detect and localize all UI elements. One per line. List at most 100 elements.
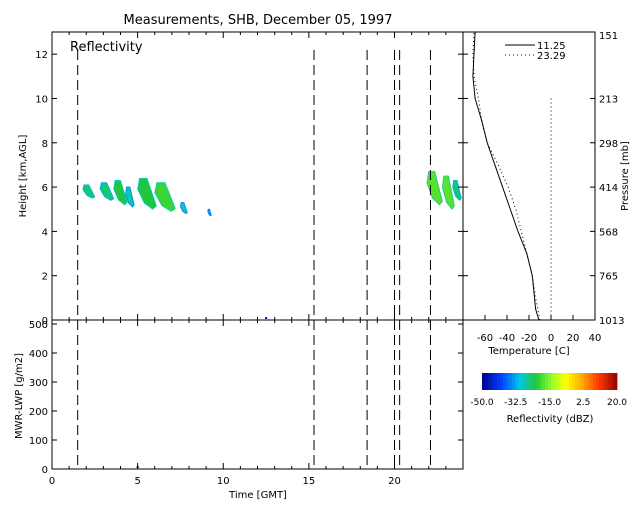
colorbar-swatch xyxy=(593,373,597,390)
colorbar-swatch xyxy=(527,373,531,390)
pressure-tick-label: 151 xyxy=(599,31,618,42)
y-tick-label: 0 xyxy=(42,465,48,476)
y-axis-label: Height [km,AGL] xyxy=(18,135,29,218)
colorbar-swatch xyxy=(581,373,585,390)
pressure-axis-label: Pressure [mb] xyxy=(620,141,631,211)
colorbar-swatch xyxy=(494,373,498,390)
lwp-point xyxy=(136,466,139,468)
y-tick-label: 2 xyxy=(42,272,48,283)
temperature-tick-label: -60 xyxy=(477,333,493,344)
x-axis-label: Time [GMT] xyxy=(228,490,287,501)
reflectivity-echo xyxy=(180,202,188,215)
colorbar-swatch xyxy=(584,373,588,390)
y-axis-label: MWR-LWP [g/m2] xyxy=(14,353,25,439)
reflectivity-echo xyxy=(113,180,128,206)
lwp-frame xyxy=(51,319,464,470)
colorbar-swatch xyxy=(533,373,537,390)
colorbar-label: Reflectivity (dBZ) xyxy=(507,414,594,425)
y-tick-label: 300 xyxy=(29,378,48,389)
colorbar-swatch xyxy=(500,373,504,390)
colorbar-swatch xyxy=(518,373,522,390)
y-tick-label: 200 xyxy=(29,407,48,418)
colorbar-swatch xyxy=(572,373,576,390)
colorbar-swatch xyxy=(524,373,528,390)
colorbar-swatch xyxy=(482,373,486,390)
pressure-tick-label: 213 xyxy=(599,94,618,105)
colorbar-swatch xyxy=(521,373,525,390)
pressure-tick-label: 568 xyxy=(599,227,618,238)
colorbar-swatch xyxy=(575,373,579,390)
colorbar-swatch xyxy=(566,373,570,390)
colorbar-tick-label: -32.5 xyxy=(504,398,527,408)
y-tick-label: 10 xyxy=(35,94,48,105)
y-tick-label: 400 xyxy=(29,349,48,360)
colorbar-swatch xyxy=(497,373,501,390)
reflectivity-echo xyxy=(137,177,157,210)
colorbar-swatch xyxy=(560,373,564,390)
temperature-profile xyxy=(472,31,540,321)
y-tick-label: 6 xyxy=(42,183,48,194)
temperature-tick-label: -20 xyxy=(521,333,537,344)
pressure-tick-label: 298 xyxy=(599,139,618,150)
x-tick-label: 10 xyxy=(217,476,230,487)
colorbar-tick-label: 2.5 xyxy=(576,398,590,408)
reflectivity-echo xyxy=(207,208,212,217)
colorbar-swatch xyxy=(614,373,618,390)
colorbar-panel: -50.0 -32.5 -15.0 2.5 20.0 Reflectivity (dBZ) xyxy=(470,373,627,425)
colorbar-swatch xyxy=(602,373,606,390)
colorbar-swatch xyxy=(587,373,591,390)
temperature-tick-label: 40 xyxy=(589,333,602,344)
reflectivity-echo xyxy=(426,171,443,206)
colorbar-swatch xyxy=(557,373,561,390)
temperature-tick-label: -40 xyxy=(499,333,515,344)
colorbar-swatch xyxy=(599,373,603,390)
reflectivity-echo xyxy=(99,182,115,201)
colorbar-swatch xyxy=(542,373,546,390)
reflectivity-panel: Reflectivity 0 2 4 6 8 10 12 Height [km,AGL] xyxy=(18,31,464,327)
pressure-tick-label: 765 xyxy=(599,272,618,283)
pressure-tick-label: 1013 xyxy=(599,316,624,327)
chart-title: Measurements, SHB, December 05, 1997 xyxy=(124,13,393,28)
y-tick-label: 100 xyxy=(29,436,48,447)
colorbar-swatch xyxy=(569,373,573,390)
y-tick-label: 12 xyxy=(35,50,48,61)
colorbar-swatch xyxy=(536,373,540,390)
colorbar-tick-label: -15.0 xyxy=(538,398,562,408)
colorbar-swatch xyxy=(530,373,534,390)
colorbar-swatch xyxy=(488,373,492,390)
x-tick-label: 0 xyxy=(49,476,55,487)
reflectivity-echo xyxy=(125,186,135,208)
colorbar-swatch xyxy=(491,373,495,390)
colorbar-swatch xyxy=(563,373,567,390)
colorbar-swatch xyxy=(509,373,513,390)
colorbar-tick-label: -50.0 xyxy=(470,398,494,408)
reflectivity-frame xyxy=(51,31,464,321)
temperature-profile xyxy=(472,31,541,321)
y-tick-label: 8 xyxy=(42,139,48,150)
pressure-tick-label: 414 xyxy=(599,183,618,194)
colorbar-swatch xyxy=(539,373,543,390)
temperature-tick-label: 20 xyxy=(567,333,580,344)
colorbar-swatch xyxy=(554,373,558,390)
colorbar-swatch xyxy=(578,373,582,390)
colorbar-swatch xyxy=(515,373,519,390)
reflectivity-echo xyxy=(452,180,462,201)
colorbar-swatch xyxy=(485,373,489,390)
colorbar-swatch xyxy=(605,373,609,390)
temperature-axis-label: Temperature [C] xyxy=(487,346,569,357)
panel-label: Reflectivity xyxy=(70,40,143,55)
x-tick-label: 15 xyxy=(303,476,316,487)
colorbar-swatch xyxy=(590,373,594,390)
colorbar-swatch xyxy=(551,373,555,390)
colorbar-swatch xyxy=(548,373,552,390)
x-tick-label: 5 xyxy=(134,476,140,487)
y-tick-label: 0 xyxy=(42,316,48,327)
legend-label: 11.25 xyxy=(537,41,566,52)
colorbar-swatch xyxy=(545,373,549,390)
colorbar-swatch xyxy=(611,373,615,390)
temperature-tick-label: 0 xyxy=(548,333,554,344)
colorbar-tick-label: 20.0 xyxy=(607,398,627,408)
x-tick-label: 20 xyxy=(388,476,401,487)
